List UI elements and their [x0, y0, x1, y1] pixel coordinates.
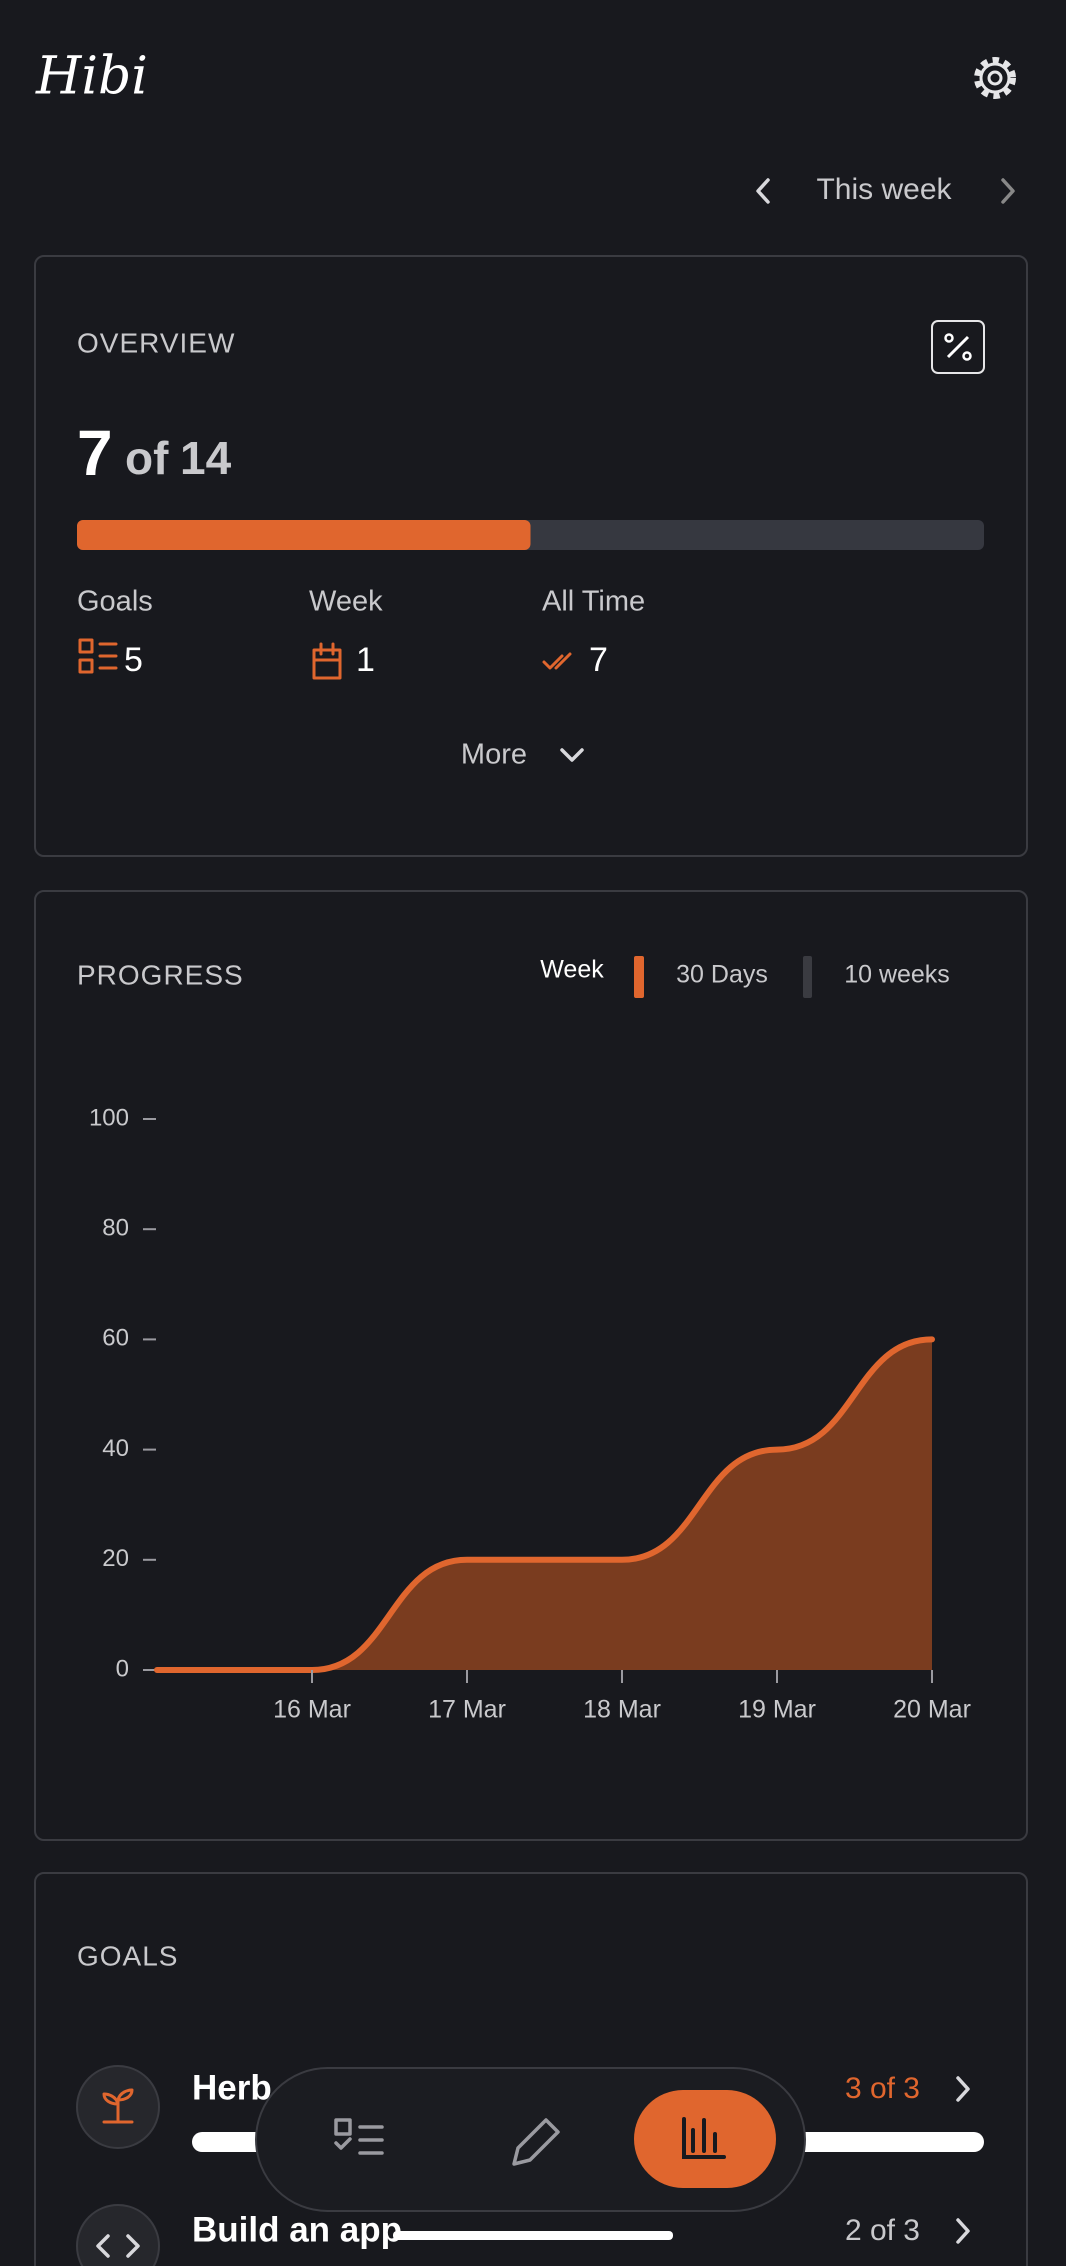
tab-indicator	[634, 956, 644, 998]
goal-icon	[76, 2204, 160, 2266]
stats-icon	[682, 2117, 726, 2159]
goal-chevron[interactable]	[956, 2076, 970, 2102]
nav-edit[interactable]	[512, 2118, 560, 2166]
x-tick-label: 20 Mar	[893, 1696, 971, 1724]
y-tick-label: 20	[102, 1545, 129, 1572]
area	[157, 1339, 932, 1670]
section-title: PROGRESS	[77, 959, 244, 990]
tab[interactable]: 10 weeks	[844, 961, 950, 989]
y-tick-label: 0	[116, 1655, 129, 1682]
next-button[interactable]	[1001, 178, 1015, 204]
tab[interactable]: Week	[540, 956, 604, 984]
period: This week	[816, 173, 952, 206]
stat-value: 7	[589, 641, 608, 679]
prev-button[interactable]	[756, 178, 770, 204]
stat-value: 5	[124, 641, 143, 679]
more-button[interactable]: More	[461, 739, 527, 771]
section-title: OVERVIEW	[77, 327, 235, 358]
percent-toggle[interactable]	[931, 320, 985, 374]
goals-icon	[78, 638, 118, 674]
goal-progress: 3 of 3	[845, 2072, 920, 2105]
calendar-icon	[312, 642, 342, 680]
stat-label: All Time	[542, 586, 645, 618]
x-tick-label: 17 Mar	[428, 1696, 506, 1724]
connector: of	[125, 432, 169, 484]
y-tick-label: 40	[102, 1435, 129, 1462]
nav-list[interactable]	[334, 2118, 384, 2155]
y-tick-label: 60	[102, 1325, 129, 1352]
logo: Hibi	[35, 47, 148, 107]
goal-chevron[interactable]	[956, 2218, 970, 2244]
more-chevron	[560, 748, 584, 762]
settings-button[interactable]	[974, 57, 1016, 99]
tab[interactable]: 30 Days	[676, 961, 768, 989]
section-title: GOALS	[77, 1940, 178, 1971]
progress-fill	[77, 520, 531, 550]
plant-icon	[102, 2088, 134, 2124]
goal-bar	[393, 2231, 673, 2240]
y-tick-label: 100	[89, 1104, 129, 1131]
total-count: 14	[180, 432, 232, 484]
goal-name[interactable]: Build an app	[192, 2210, 402, 2249]
code-icon	[96, 2234, 140, 2258]
stat-label: Week	[309, 586, 383, 618]
x-tick-label: 18 Mar	[583, 1696, 661, 1724]
overview-card	[34, 255, 1028, 857]
stat-label: Goals	[77, 586, 153, 618]
stat-value: 1	[356, 641, 375, 679]
x-tick-label: 16 Mar	[273, 1696, 351, 1724]
x-tick-label: 19 Mar	[738, 1696, 816, 1724]
tab-divider	[803, 956, 812, 998]
goal-name[interactable]: Herb	[192, 2068, 272, 2107]
goal-progress: 2 of 3	[845, 2214, 920, 2247]
y-tick-label: 80	[102, 1215, 129, 1242]
check-icon	[542, 652, 572, 670]
completed-count: 7	[77, 417, 113, 489]
